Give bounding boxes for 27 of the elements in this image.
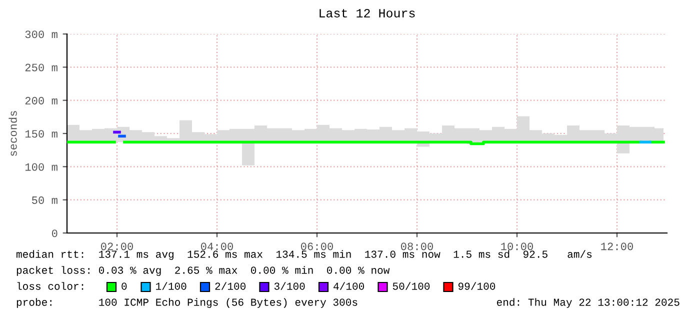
- y-tick-label: 300 m: [25, 30, 58, 38]
- x-tick-label: 12:00: [601, 242, 633, 250]
- legend-label: 0: [122, 282, 127, 290]
- x-tick-label: 02:00: [101, 242, 133, 250]
- x-tick-label: 10:00: [501, 242, 533, 250]
- legend-label: 3/100: [274, 282, 305, 290]
- y-tick-label: 250 m: [25, 64, 58, 72]
- y-tick-label: 50 m: [32, 196, 58, 204]
- y-tick-label: 0: [52, 230, 58, 238]
- text: end: Thu May 22 13:00:12 2025: [496, 298, 680, 308]
- legend-label: 1/100: [156, 282, 186, 290]
- legend-label: 2/100: [215, 282, 246, 290]
- y-axis-title: seconds: [8, 111, 17, 156]
- y-tick-label: 150 m: [25, 130, 58, 138]
- text: probe: 100 ICMP Echo Pings (56 Bytes) every 300s: [16, 298, 358, 308]
- legend-label: 4/100: [334, 282, 364, 290]
- x-tick-label: 04:00: [201, 242, 233, 250]
- legend-label: 99/100: [458, 282, 496, 290]
- y-tick-label: 100 m: [25, 163, 58, 171]
- x-tick-label: 06:00: [301, 242, 333, 250]
- x-tick-label: 08:00: [401, 242, 433, 250]
- y-tick-label: 200 m: [25, 96, 58, 104]
- text: packet loss: 0.03 % avg 2.65 % max 0.00 % min 0.00 % now: [16, 266, 390, 276]
- legend-label: 50/100: [392, 282, 430, 290]
- legend-title: loss color:: [17, 282, 84, 290]
- chart-title: Last 12 Hours: [320, 8, 415, 18]
- text: median rtt: 137.1 ms avg 152.6 ms max 134.5 ms min 137.0 ms now 1.5 ms sd 92.5 am/s: [16, 250, 592, 260]
